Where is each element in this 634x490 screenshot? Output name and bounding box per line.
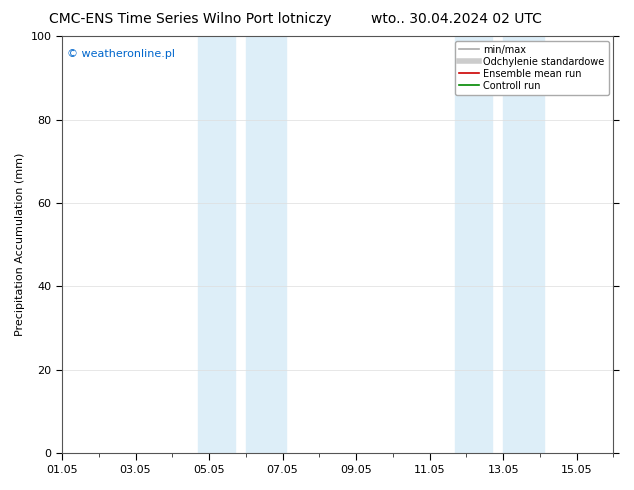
Bar — [246, 36, 286, 453]
Text: CMC-ENS Time Series Wilno Port lotniczy: CMC-ENS Time Series Wilno Port lotniczy — [49, 12, 332, 26]
Y-axis label: Precipitation Accumulation (mm): Precipitation Accumulation (mm) — [15, 153, 25, 336]
Bar — [455, 36, 492, 453]
Bar — [503, 36, 543, 453]
Bar — [198, 36, 235, 453]
Text: © weatheronline.pl: © weatheronline.pl — [67, 49, 176, 59]
Text: wto.. 30.04.2024 02 UTC: wto.. 30.04.2024 02 UTC — [371, 12, 542, 26]
Legend: min/max, Odchylenie standardowe, Ensemble mean run, Controll run: min/max, Odchylenie standardowe, Ensembl… — [455, 41, 609, 95]
